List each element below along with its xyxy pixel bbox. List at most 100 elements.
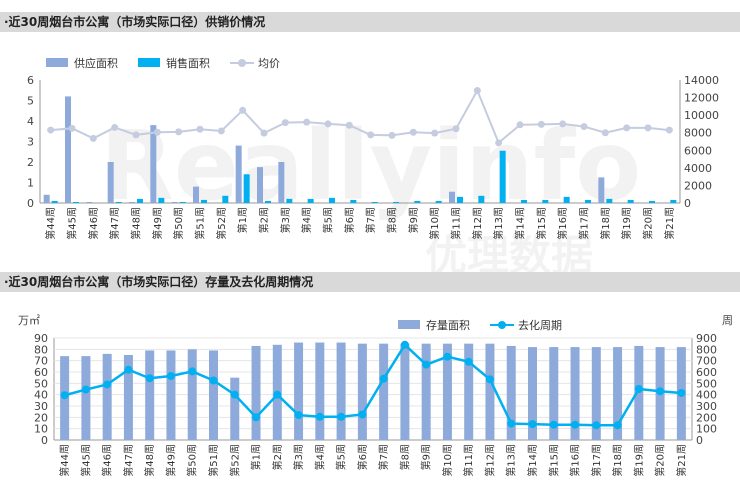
y-tick-right: 2000	[684, 179, 712, 192]
x-tick-label: 第19周	[620, 207, 633, 240]
x-tick-label: 第19周	[632, 444, 645, 477]
x-tick-label: 第50周	[186, 444, 199, 477]
legend-label-均价: 均价	[258, 57, 280, 70]
point-均价	[239, 106, 247, 114]
y-tick-left: 50	[34, 377, 48, 390]
bar-存量面积	[613, 347, 623, 440]
point-去化周期	[485, 375, 494, 384]
x-tick-label: 第1周	[250, 444, 263, 470]
legend-marker-均价	[238, 59, 246, 67]
bar-销售面积	[265, 200, 271, 203]
x-tick-label: 第45周	[79, 444, 92, 477]
point-均价	[473, 87, 481, 95]
point-去化周期	[358, 410, 367, 419]
y-tick-right: 900	[696, 332, 717, 345]
bar-存量面积	[421, 343, 431, 440]
y-tick-left: 80	[34, 343, 48, 356]
point-均价	[47, 126, 55, 134]
bar-供应面积	[65, 96, 71, 203]
x-tick-label: 第7周	[364, 207, 377, 233]
y-tick-right: 8000	[684, 127, 712, 140]
bar-存量面积	[464, 343, 474, 440]
bar-销售面积	[222, 195, 229, 203]
x-tick-label: 第6周	[356, 444, 369, 470]
bar-存量面积	[591, 347, 601, 440]
bar-销售面积	[179, 201, 186, 203]
x-tick-label: 第52周	[215, 207, 228, 240]
x-tick-label: 第21周	[675, 444, 688, 477]
y-tick-left: 3	[27, 136, 34, 149]
point-去化周期	[464, 357, 473, 366]
point-去化周期	[230, 390, 239, 399]
bar-存量面积	[485, 343, 495, 440]
point-去化周期	[571, 420, 580, 429]
y-tick-left: 1	[27, 177, 34, 190]
chart1-title: ·近30周烟台市公寓（市场实际口径）供销价情况	[0, 12, 740, 32]
bar-供应面积	[86, 201, 93, 203]
x-tick-label: 第18周	[599, 207, 612, 240]
point-均价	[431, 129, 439, 137]
bar-存量面积	[123, 355, 133, 440]
y-tick-left: 30	[34, 400, 48, 413]
legend-marker-去化周期	[498, 321, 506, 329]
legend-swatch-供应面积	[46, 58, 68, 67]
x-tick-label: 第13周	[492, 207, 505, 240]
x-tick-label: 第52周	[228, 444, 241, 477]
point-去化周期	[443, 352, 452, 361]
bar-销售面积	[158, 197, 165, 203]
x-tick-label: 第13周	[505, 444, 518, 477]
point-去化周期	[81, 385, 90, 394]
point-去化周期	[400, 340, 409, 349]
y-tick-left: 60	[34, 366, 48, 379]
x-tick-label: 第9周	[407, 207, 420, 233]
bar-供应面积	[193, 186, 199, 203]
point-均价	[260, 129, 268, 137]
bar-存量面积	[102, 353, 112, 440]
bar-销售面积	[286, 198, 293, 203]
chart2-title: ·近30周烟台市公寓（市场实际口径）存量及去化周期情况	[0, 272, 740, 292]
point-均价	[559, 120, 567, 128]
y-tick-left: 20	[34, 411, 48, 424]
bar-销售面积	[350, 199, 357, 203]
x-tick-label: 第8周	[398, 444, 411, 470]
point-均价	[217, 127, 225, 135]
bar-销售面积	[563, 196, 570, 203]
bar-销售面积	[371, 201, 378, 203]
point-去化周期	[273, 390, 282, 399]
bar-销售面积	[414, 200, 421, 203]
x-tick-label: 第51周	[194, 207, 207, 240]
point-去化周期	[315, 412, 324, 421]
y-tick-right: 12000	[684, 92, 719, 105]
bar-销售面积	[115, 201, 122, 203]
point-去化周期	[209, 376, 218, 385]
bar-销售面积	[585, 199, 591, 203]
x-tick-label: 第1周	[236, 207, 249, 233]
x-tick-label: 第47周	[108, 207, 121, 240]
point-去化周期	[294, 411, 303, 420]
point-去化周期	[124, 365, 133, 374]
x-tick-label: 第17周	[590, 444, 603, 477]
y-tick-right: 0	[696, 434, 703, 447]
x-tick-label: 第2周	[258, 207, 271, 233]
bar-销售面积	[521, 199, 527, 203]
y-tick-left: 70	[34, 355, 48, 368]
bar-存量面积	[81, 356, 91, 440]
y-tick-left: 5	[27, 95, 34, 108]
x-tick-label: 第4周	[313, 444, 326, 470]
y-tick-left: 90	[34, 332, 48, 345]
x-tick-label: 第2周	[271, 444, 284, 470]
bar-存量面积	[506, 345, 516, 440]
bar-供应面积	[107, 162, 114, 203]
point-均价	[580, 123, 588, 131]
point-均价	[601, 129, 609, 137]
x-tick-label: 第10周	[428, 207, 441, 240]
x-tick-label: 第16周	[569, 444, 582, 477]
bar-销售面积	[329, 197, 335, 203]
x-tick-label: 第51周	[207, 444, 220, 477]
y-tick-right: 10000	[684, 109, 719, 122]
x-tick-label: 第18周	[611, 444, 624, 477]
bar-销售面积	[649, 200, 655, 203]
point-均价	[132, 131, 140, 139]
x-tick-label: 第44周	[58, 444, 71, 477]
point-均价	[388, 131, 396, 139]
